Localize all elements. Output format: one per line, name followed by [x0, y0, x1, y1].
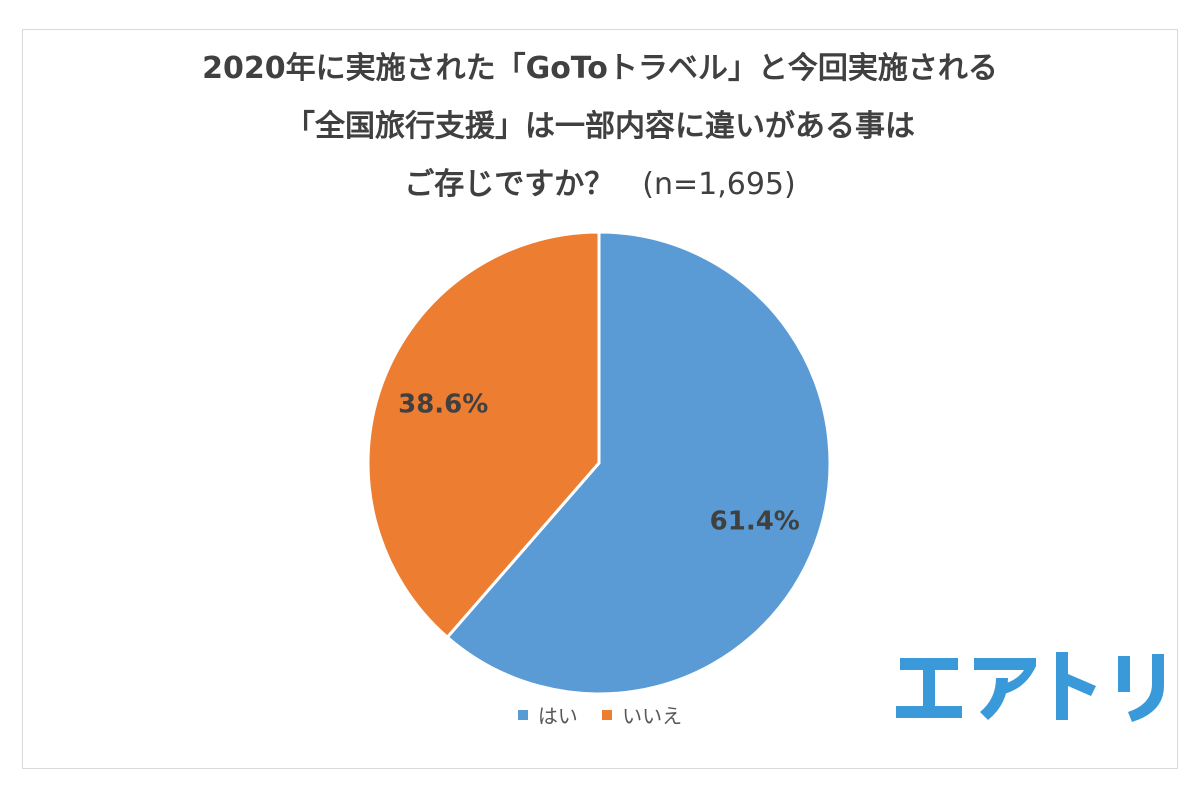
title-line-3: ご存じですか？ (n=1,695) [0, 156, 1200, 214]
data-label-hai: 61.4% [710, 506, 800, 536]
legend-swatch-hai [517, 709, 528, 720]
airtrip-logo [896, 652, 1164, 722]
title-line-2: 「全国旅行支援」は一部内容に違いがある事は [285, 109, 915, 144]
legend-label-iie: いいえ [622, 704, 683, 728]
chart-frame [22, 29, 1178, 769]
legend-swatch-iie [602, 709, 613, 720]
pie-slice-iie [366, 230, 601, 639]
chart-title: 2020年に実施された「GoToトラベル」と今回実施される 「全国旅行支援」は一… [0, 40, 1200, 214]
pie-slice-hai [445, 230, 832, 696]
title-line-1: 2020年に実施された「GoToトラベル」と今回実施される [202, 51, 998, 86]
legend: はい いいえ [0, 700, 1200, 729]
legend-label-hai: はい [537, 704, 578, 728]
data-label-iie: 38.6% [398, 390, 488, 420]
legend-item-iie: いいえ [602, 700, 682, 729]
title-question: ご存じですか？ [404, 167, 615, 202]
sample-size: (n=1,695) [642, 167, 796, 202]
legend-item-hai: はい [517, 700, 578, 729]
